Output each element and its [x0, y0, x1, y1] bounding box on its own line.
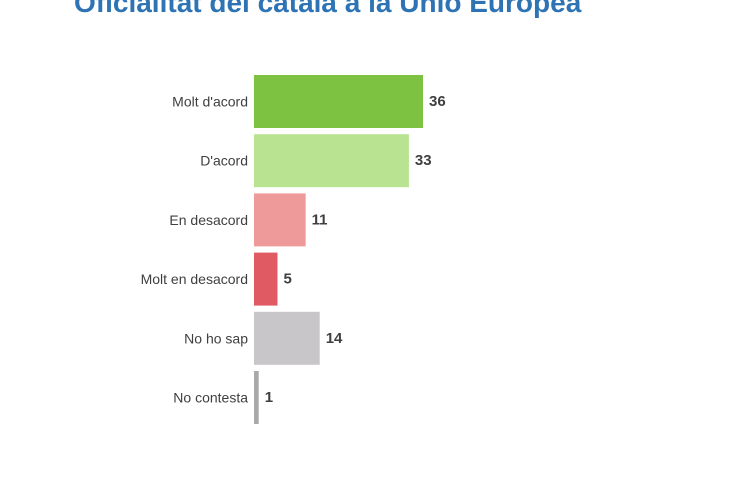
category-label-en-desacord: En desacord	[169, 212, 248, 228]
value-label-molt-d-acord: 36	[429, 93, 446, 110]
bar-en-desacord	[254, 193, 306, 247]
bar-molt-en-desacord	[254, 252, 278, 306]
bar-no-ho-sap	[254, 311, 320, 365]
value-label-en-desacord: 11	[312, 211, 328, 228]
bar-molt-d-acord	[254, 75, 423, 128]
value-label-no-contesta: 1	[265, 389, 273, 406]
value-label-molt-en-desacord: 5	[283, 271, 291, 288]
bar-no-contesta	[254, 371, 259, 424]
category-label-molt-en-desacord: Molt en desacord	[141, 271, 248, 287]
category-label-no-ho-sap: No ho sap	[184, 330, 248, 346]
chart-title: Oficialitat del català a la Unió Europea	[74, 0, 582, 18]
value-label-d-acord: 33	[415, 152, 432, 169]
bar-d-acord	[254, 134, 409, 188]
category-label-d-acord: D'acord	[200, 153, 248, 169]
category-label-no-contesta: No contesta	[173, 390, 248, 406]
category-label-molt-d-acord: Molt d'acord	[172, 94, 248, 110]
value-label-no-ho-sap: 14	[326, 330, 343, 347]
